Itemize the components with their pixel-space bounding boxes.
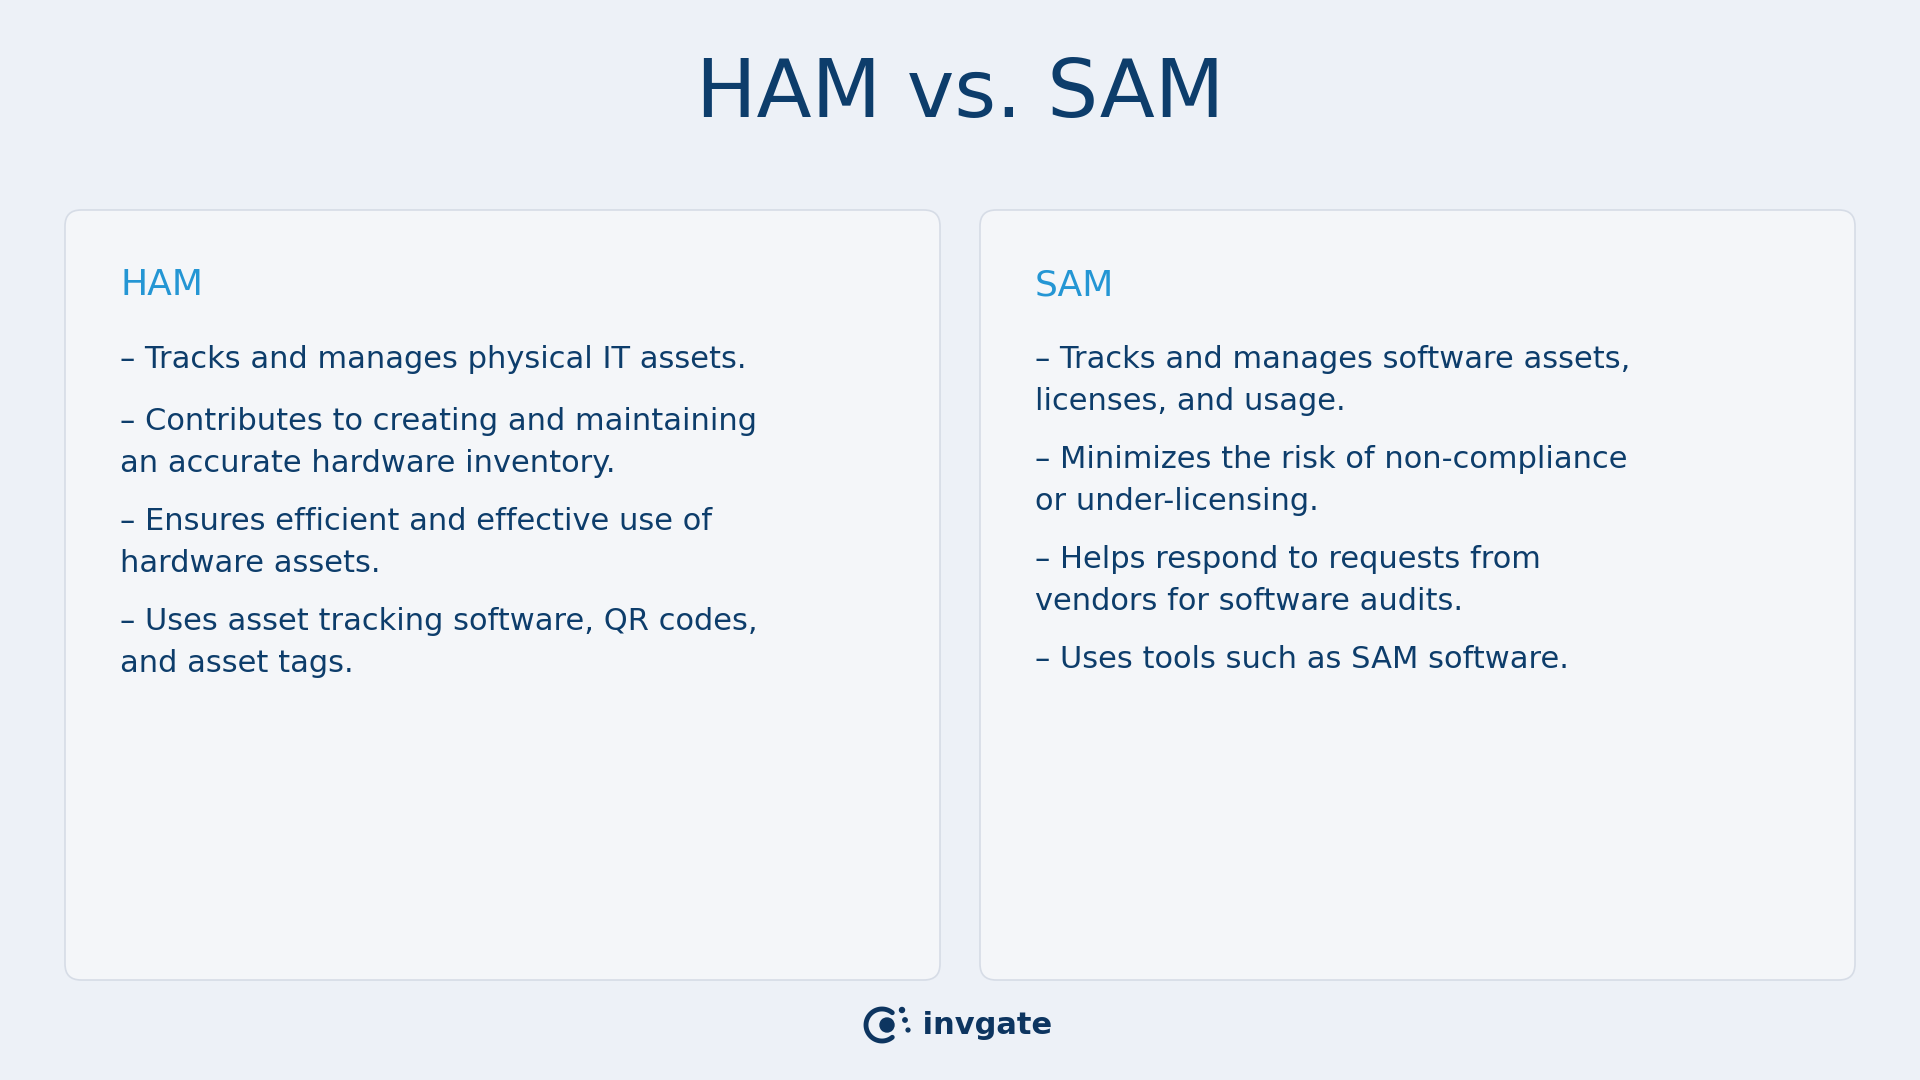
- Circle shape: [879, 1018, 895, 1032]
- Text: HAM vs. SAM: HAM vs. SAM: [695, 56, 1225, 134]
- FancyBboxPatch shape: [65, 210, 941, 980]
- Text: – Uses tools such as SAM software.: – Uses tools such as SAM software.: [1035, 645, 1569, 674]
- Text: – Tracks and manages software assets,
licenses, and usage.: – Tracks and manages software assets, li…: [1035, 345, 1630, 416]
- Text: invgate: invgate: [912, 1011, 1052, 1039]
- Text: – Ensures efficient and effective use of
hardware assets.: – Ensures efficient and effective use of…: [119, 507, 712, 578]
- Circle shape: [899, 1008, 904, 1013]
- Text: – Uses asset tracking software, QR codes,
and asset tags.: – Uses asset tracking software, QR codes…: [119, 607, 758, 677]
- Circle shape: [906, 1028, 910, 1031]
- Text: SAM: SAM: [1035, 268, 1114, 302]
- Text: – Minimizes the risk of non-compliance
or under-licensing.: – Minimizes the risk of non-compliance o…: [1035, 445, 1628, 515]
- Text: HAM: HAM: [119, 268, 204, 302]
- FancyBboxPatch shape: [979, 210, 1855, 980]
- Circle shape: [902, 1017, 908, 1022]
- Text: – Tracks and manages physical IT assets.: – Tracks and manages physical IT assets.: [119, 345, 747, 374]
- Text: – Contributes to creating and maintaining
an accurate hardware inventory.: – Contributes to creating and maintainin…: [119, 407, 756, 477]
- Text: – Helps respond to requests from
vendors for software audits.: – Helps respond to requests from vendors…: [1035, 545, 1542, 616]
